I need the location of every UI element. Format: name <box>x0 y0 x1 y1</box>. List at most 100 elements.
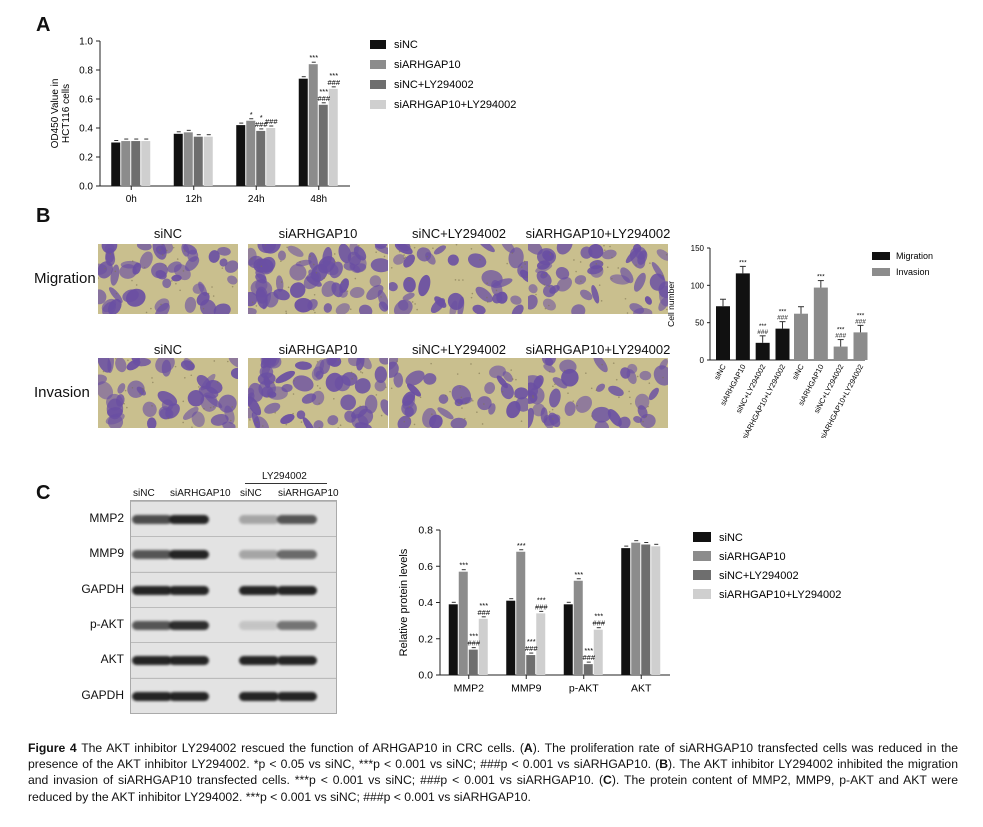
treatment-bracket <box>245 483 327 484</box>
stained-cell <box>591 285 600 304</box>
stained-cell <box>492 293 503 304</box>
membrane-pore <box>249 419 251 421</box>
membrane-pore <box>319 387 321 389</box>
stained-cell <box>394 244 413 255</box>
stained-cell <box>536 270 552 286</box>
membrane-pore <box>624 297 627 300</box>
membrane-pore <box>398 250 401 253</box>
legend-swatch <box>693 532 711 542</box>
protein-band <box>169 515 209 524</box>
stained-cell <box>227 275 238 285</box>
stained-cell <box>290 282 306 298</box>
blot-strip <box>131 501 336 536</box>
stained-cell <box>555 267 570 280</box>
membrane-pore <box>544 307 547 310</box>
legend-label: siARHGAP10 <box>394 59 461 71</box>
membrane-pore <box>131 279 133 282</box>
membrane-pore <box>385 386 387 389</box>
membrane-pore <box>479 258 481 261</box>
membrane-pore <box>221 267 224 269</box>
stained-cell <box>364 394 378 414</box>
significance-mark: *** <box>469 632 478 641</box>
membrane-pore <box>318 402 321 405</box>
stained-cell <box>389 361 399 378</box>
stained-cell <box>321 280 337 297</box>
y-tick-label: 0 <box>700 356 705 365</box>
membrane-pore <box>190 374 193 377</box>
membrane-pore <box>115 292 118 295</box>
caption-c-letter: C <box>603 773 612 788</box>
membrane-pore <box>444 394 447 397</box>
stained-cell <box>492 278 513 289</box>
stained-cell <box>591 406 612 423</box>
significance-mark: ### <box>582 653 595 662</box>
membrane-pore <box>449 390 451 393</box>
significance-mark: *** <box>479 601 488 610</box>
membrane-pore <box>612 362 615 364</box>
membrane-pore <box>131 260 134 262</box>
membrane-pore <box>267 395 270 398</box>
panel-letter-c: C <box>36 482 51 504</box>
membrane-pore <box>416 308 418 311</box>
membrane-pore <box>636 375 639 378</box>
blot-strip <box>131 571 336 607</box>
membrane-pore <box>606 266 609 269</box>
protein-band <box>277 691 317 701</box>
membrane-pore <box>649 262 651 264</box>
legend-label: siNC+LY294002 <box>394 79 474 91</box>
membrane-pore <box>272 381 275 384</box>
stained-cell <box>248 392 255 408</box>
stained-cell <box>115 358 127 373</box>
protein-band <box>277 656 317 666</box>
membrane-pore <box>478 372 481 375</box>
stained-cell <box>580 289 593 301</box>
membrane-pore <box>661 274 664 277</box>
blot-row-label: p-AKT <box>89 616 124 631</box>
stained-cell <box>535 263 553 273</box>
membrane-pore <box>211 286 213 288</box>
membrane-pore <box>346 290 349 292</box>
stained-cell <box>580 246 593 259</box>
membrane-pore <box>191 426 193 428</box>
membrane-pore <box>323 277 326 279</box>
membrane-pore <box>229 419 232 422</box>
membrane-pore <box>131 386 134 389</box>
membrane-pore <box>209 406 212 409</box>
x-tick-label: 12h <box>185 194 202 205</box>
y-tick-label: 0.8 <box>79 66 93 77</box>
y-tick-label: 50 <box>695 319 704 328</box>
bar <box>755 342 770 360</box>
protein-band <box>169 691 209 701</box>
membrane-pore <box>316 360 319 363</box>
stained-cell <box>115 394 125 407</box>
membrane-pore <box>642 420 644 423</box>
legend-label: Migration <box>896 251 933 261</box>
blot-strip <box>131 536 336 572</box>
y-axis-label: HCT116 cells <box>61 84 72 143</box>
significance-mark: *** <box>817 274 825 281</box>
stained-cell <box>230 367 238 379</box>
membrane-pore <box>350 371 353 374</box>
membrane-pore <box>526 275 528 278</box>
protein-band <box>132 691 172 701</box>
membrane-pore <box>183 250 186 252</box>
caption-b-letter: B <box>659 757 669 772</box>
membrane-pore <box>313 293 316 296</box>
bar <box>833 346 848 360</box>
bar <box>131 141 141 186</box>
membrane-pore <box>176 258 179 260</box>
membrane-pore <box>351 377 353 380</box>
membrane-pore <box>139 393 141 395</box>
membrane-pore <box>207 292 210 295</box>
membrane-pore <box>430 362 432 365</box>
membrane-pore <box>171 280 173 282</box>
legend-swatch <box>370 40 386 49</box>
bar <box>651 546 661 675</box>
membrane-pore <box>470 296 473 299</box>
bar <box>583 664 593 675</box>
membrane-pore <box>285 310 287 313</box>
stained-cell <box>489 365 506 379</box>
membrane-pore <box>286 246 288 249</box>
membrane-pore <box>460 396 463 399</box>
bar <box>813 287 828 360</box>
